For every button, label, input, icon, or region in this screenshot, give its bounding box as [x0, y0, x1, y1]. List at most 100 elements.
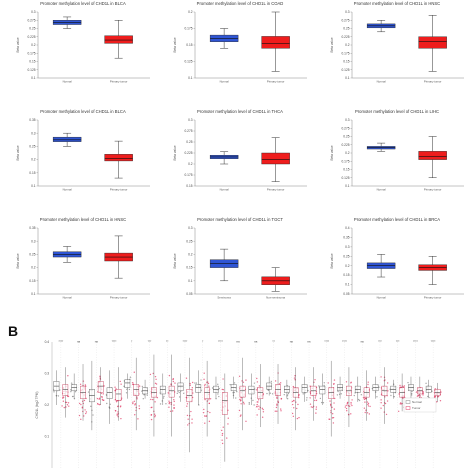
scatter-point	[62, 396, 65, 398]
y-tick-label: 0.3	[345, 118, 350, 122]
scatter-point	[78, 402, 81, 405]
scatter-point	[276, 410, 278, 412]
scatter-point	[70, 382, 73, 384]
scatter-point	[380, 402, 382, 404]
scatter-point	[146, 394, 148, 396]
y-tick-label: 0.1	[188, 279, 193, 283]
scatter-point	[323, 382, 326, 384]
scatter-point	[344, 406, 347, 408]
box-tumor	[221, 392, 228, 415]
scatter-point	[302, 393, 304, 395]
y-tick-label: 0.1	[45, 435, 50, 439]
scatter-point	[134, 414, 136, 416]
scatter-point	[227, 423, 229, 425]
scatter-point	[74, 390, 77, 393]
scatter-point	[120, 417, 122, 420]
y-tick-label: 0.05	[343, 292, 349, 296]
scatter-point	[123, 385, 125, 388]
scatter-point	[227, 417, 229, 419]
scatter-point	[309, 403, 312, 405]
legend-swatch-normal	[405, 400, 411, 404]
significance-label: ****	[324, 340, 330, 344]
scatter-point	[103, 399, 105, 401]
scatter-point	[399, 384, 401, 387]
scatter-point	[262, 408, 264, 411]
scatter-point	[256, 381, 259, 383]
scatter-point	[155, 383, 158, 385]
scatter-point	[357, 398, 360, 401]
y-tick-label: 0.15	[186, 43, 192, 47]
panel-title: Promoter methylation level of CHD1L in B…	[354, 217, 440, 222]
y-tick-label: 0.125	[342, 176, 350, 180]
scatter-point	[360, 393, 363, 396]
scatter-point	[70, 390, 72, 393]
scatter-point	[240, 403, 242, 405]
category-label: Primary tumor	[424, 296, 442, 300]
y-tick-label: 0.3	[188, 118, 193, 122]
scatter-point	[348, 405, 351, 407]
y-tick-label: 0.05	[186, 292, 192, 296]
scatter-point	[314, 378, 316, 381]
scatter-point	[407, 381, 409, 384]
y-axis-label: Beta value	[173, 145, 177, 160]
significance-label: ****	[112, 340, 118, 344]
scatter-point	[96, 397, 99, 400]
scatter-point	[189, 384, 191, 387]
y-tick-label: 0.225	[185, 151, 193, 155]
significance-label: ns	[361, 340, 365, 344]
scatter-point	[138, 385, 141, 387]
y-tick-label: 0.175	[185, 27, 193, 31]
scatter-point	[204, 398, 206, 401]
scatter-point	[337, 390, 339, 393]
scatter-point	[298, 416, 300, 419]
significance-label: **	[272, 340, 275, 344]
category-label: Normal	[63, 188, 72, 192]
scatter-point	[204, 383, 206, 386]
scatter-point	[119, 380, 121, 383]
scatter-point	[346, 402, 349, 404]
y-tick-label: 0.25	[29, 27, 35, 31]
scatter-point	[84, 384, 87, 386]
scatter-point	[403, 385, 406, 387]
scatter-point	[165, 403, 167, 405]
y-tick-label: 0.2	[188, 162, 193, 166]
y-tick-label: 0.1	[345, 76, 350, 80]
scatter-point	[238, 409, 241, 412]
y-tick-label: 0.15	[343, 60, 349, 64]
scatter-point	[329, 418, 331, 421]
scatter-point	[270, 380, 273, 383]
scatter-point	[296, 417, 299, 420]
scatter-point	[207, 410, 209, 413]
y-axis-label: CHD1L (log2 TPM)	[35, 392, 39, 419]
scatter-point	[436, 401, 438, 403]
scatter-point	[376, 396, 378, 398]
scatter-point	[159, 403, 162, 405]
scatter-point	[170, 401, 172, 404]
scatter-point	[297, 403, 299, 406]
y-axis-label: Beta value	[330, 37, 334, 52]
scatter-point	[65, 401, 68, 404]
scatter-point	[67, 375, 69, 377]
category-label: Primary tumor	[110, 188, 128, 192]
scatter-point	[80, 403, 82, 406]
scatter-point	[274, 410, 277, 412]
scatter-point	[141, 385, 144, 388]
scatter-point	[79, 383, 82, 386]
y-tick-label: 0.35	[29, 118, 35, 122]
scatter-point	[390, 394, 392, 397]
y-tick-label: 0.3	[31, 239, 36, 243]
scatter-point	[256, 414, 258, 416]
scatter-point	[208, 385, 210, 387]
y-axis-label: Beta value	[16, 253, 20, 268]
panel-title: Promoter methylation level of CHD1L in T…	[197, 217, 283, 222]
category-label: Primary tumor	[110, 296, 128, 300]
scatter-point	[242, 381, 245, 383]
scatter-point	[291, 400, 294, 403]
scatter-point	[191, 418, 193, 420]
scatter-point	[330, 405, 332, 407]
y-tick-label: 0.175	[342, 51, 350, 55]
scatter-point	[433, 396, 436, 398]
scatter-point	[191, 422, 193, 424]
y-tick-label: 0.15	[186, 266, 192, 270]
box-tumor	[62, 384, 69, 396]
